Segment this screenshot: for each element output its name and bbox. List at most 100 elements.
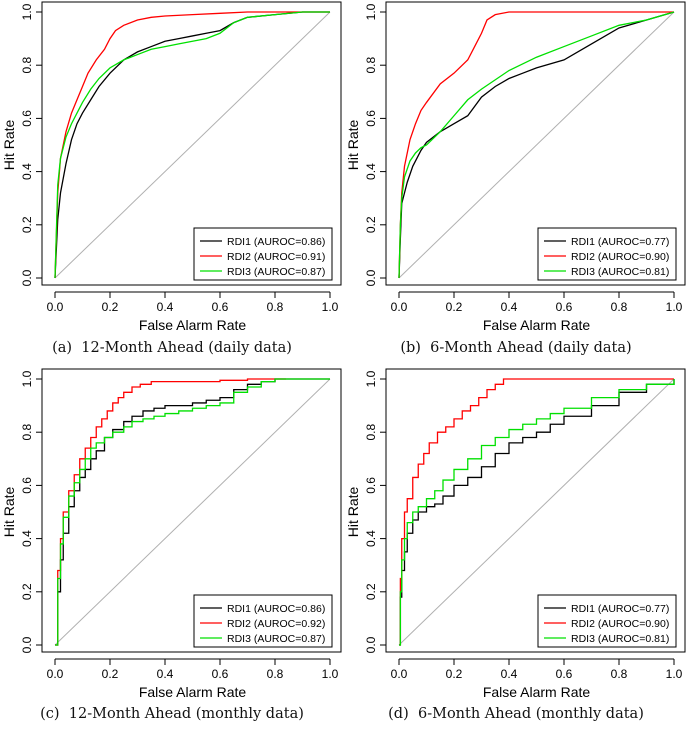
legend-entry: RDI3 (AUROC=0.81) [571, 633, 669, 645]
series-line-rdi1 [398, 11, 675, 279]
legend-entry: RDI3 (AUROC=0.81) [571, 266, 669, 278]
roc-chart-a: 0.0 0.2 0.4 0.6 0.8 1.0 False Alarm Rate 0.0 0.2… [1, 1, 342, 333]
panel-b: 0.0 0.2 0.4 0.6 0.8 1.0 False Alarm Rate 0.0 0.2… [344, 0, 688, 367]
y-tick-label: 0.0 [364, 636, 378, 653]
caption-d: (d) 6-Month Ahead (monthly data) [344, 706, 688, 722]
y-tick-label: 0.6 [20, 477, 34, 494]
caption-label: (a) [52, 340, 73, 356]
legend-entry: RDI3 (AUROC=0.87) [227, 633, 325, 645]
y-tick-label: 0.6 [364, 477, 378, 494]
series-line-rdi1 [399, 379, 675, 646]
y-tick-label: 0.6 [20, 110, 34, 127]
caption-label: (b) [400, 340, 421, 356]
panel-a: 0.0 0.2 0.4 0.6 0.8 1.0 False Alarm Rate 0.0 0.2… [0, 0, 344, 367]
y-tick-label: 0.4 [364, 163, 378, 180]
y-tick-label: 0.6 [364, 110, 378, 127]
x-tick-label: 0.0 [47, 300, 64, 314]
legend-entry: RDI1 (AUROC=0.86) [227, 603, 325, 615]
y-tick-label: 0.0 [20, 636, 34, 653]
x-tick-label: 0.6 [556, 667, 573, 681]
x-tick-label: 0.2 [446, 667, 463, 681]
x-axis-label: False Alarm Rate [139, 317, 247, 333]
series-line-rdi3 [399, 379, 675, 646]
y-tick-label: 1.0 [20, 370, 34, 387]
x-tick-label: 0.8 [267, 300, 284, 314]
x-tick-label: 0.6 [212, 300, 229, 314]
x-tick-label: 1.0 [666, 300, 683, 314]
roc-chart-c: 0.0 0.2 0.4 0.6 0.8 1.0 False Alarm Rate 0.0 0.2… [1, 368, 342, 700]
x-axis-label: False Alarm Rate [483, 684, 591, 700]
y-axis-label: Hit Rate [1, 487, 17, 538]
y-tick-label: 0.2 [364, 216, 378, 233]
x-tick-label: 0.4 [501, 300, 518, 314]
x-tick-label: 0.8 [611, 300, 628, 314]
y-tick-label: 1.0 [364, 3, 378, 20]
roc-chart-b: 0.0 0.2 0.4 0.6 0.8 1.0 False Alarm Rate 0.0 0.2… [345, 1, 686, 333]
roc-chart-d: 0.0 0.2 0.4 0.6 0.8 1.0 False Alarm Rate 0.0 0.2… [345, 368, 686, 700]
series-line-rdi3 [398, 11, 675, 279]
y-tick-label: 0.8 [364, 57, 378, 74]
y-tick-label: 0.2 [20, 583, 34, 600]
caption-text: 12-Month Ahead (monthly data) [68, 706, 304, 722]
caption-a: (a) 12-Month Ahead (daily data) [0, 340, 344, 356]
caption-b: (b) 6-Month Ahead (daily data) [344, 340, 688, 356]
x-tick-label: 0.2 [102, 300, 119, 314]
x-tick-label: 0.0 [391, 300, 408, 314]
x-axis-label: False Alarm Rate [483, 317, 591, 333]
caption-text: 12-Month Ahead (daily data) [81, 340, 292, 356]
x-tick-label: 0.6 [556, 300, 573, 314]
caption-c: (c) 12-Month Ahead (monthly data) [0, 706, 344, 722]
series-line-rdi3 [54, 11, 330, 279]
y-axis-label: Hit Rate [1, 120, 17, 171]
legend-entry: RDI1 (AUROC=0.77) [571, 603, 669, 615]
legend-entry: RDI2 (AUROC=0.90) [571, 618, 669, 630]
x-tick-label: 0.8 [267, 667, 284, 681]
y-tick-label: 0.0 [20, 269, 34, 286]
caption-text: 6-Month Ahead (daily data) [430, 340, 632, 356]
legend-entry: RDI1 (AUROC=0.86) [227, 236, 325, 248]
y-tick-label: 0.8 [364, 424, 378, 441]
y-tick-label: 0.2 [20, 216, 34, 233]
panel-c: 0.0 0.2 0.4 0.6 0.8 1.0 False Alarm Rate 0.0 0.2… [0, 367, 344, 734]
x-tick-label: 0.8 [611, 667, 628, 681]
caption-text: 6-Month Ahead (monthly data) [417, 706, 644, 722]
series-line-rdi2 [398, 11, 674, 279]
y-tick-label: 0.8 [20, 57, 34, 74]
x-tick-label: 0.4 [501, 667, 518, 681]
x-tick-label: 1.0 [322, 300, 339, 314]
x-tick-label: 0.2 [102, 667, 119, 681]
y-tick-label: 1.0 [364, 370, 378, 387]
y-axis-label: Hit Rate [345, 487, 361, 538]
x-tick-label: 1.0 [322, 667, 339, 681]
y-tick-label: 0.4 [364, 530, 378, 547]
legend-entry: RDI1 (AUROC=0.77) [571, 236, 669, 248]
legend-entry: RDI2 (AUROC=0.90) [571, 251, 669, 263]
y-tick-label: 0.8 [20, 424, 34, 441]
x-tick-label: 0.2 [446, 300, 463, 314]
series-line-rdi3 [55, 378, 330, 646]
x-tick-label: 0.4 [157, 300, 174, 314]
x-tick-label: 0.0 [47, 667, 64, 681]
panel-d: 0.0 0.2 0.4 0.6 0.8 1.0 False Alarm Rate 0.0 0.2… [344, 367, 688, 734]
y-tick-label: 1.0 [20, 3, 34, 20]
legend-entry: RDI3 (AUROC=0.87) [227, 266, 325, 278]
x-tick-label: 0.0 [391, 667, 408, 681]
legend-entry: RDI2 (AUROC=0.91) [227, 251, 325, 263]
x-tick-label: 1.0 [666, 667, 683, 681]
diagonal-reference-line [54, 11, 331, 279]
y-tick-label: 0.0 [364, 269, 378, 286]
y-tick-label: 0.4 [20, 530, 34, 547]
caption-label: (d) [388, 706, 409, 722]
x-tick-label: 0.6 [212, 667, 229, 681]
diagonal-reference-line [398, 378, 675, 646]
diagonal-reference-line [54, 378, 331, 646]
x-tick-label: 0.4 [157, 667, 174, 681]
y-axis-label: Hit Rate [345, 120, 361, 171]
caption-label: (c) [40, 706, 60, 722]
series-line-rdi2 [399, 378, 674, 646]
diagonal-reference-line [398, 11, 675, 279]
series-line-rdi2 [54, 11, 330, 279]
y-tick-label: 0.4 [20, 163, 34, 180]
x-axis-label: False Alarm Rate [139, 684, 247, 700]
